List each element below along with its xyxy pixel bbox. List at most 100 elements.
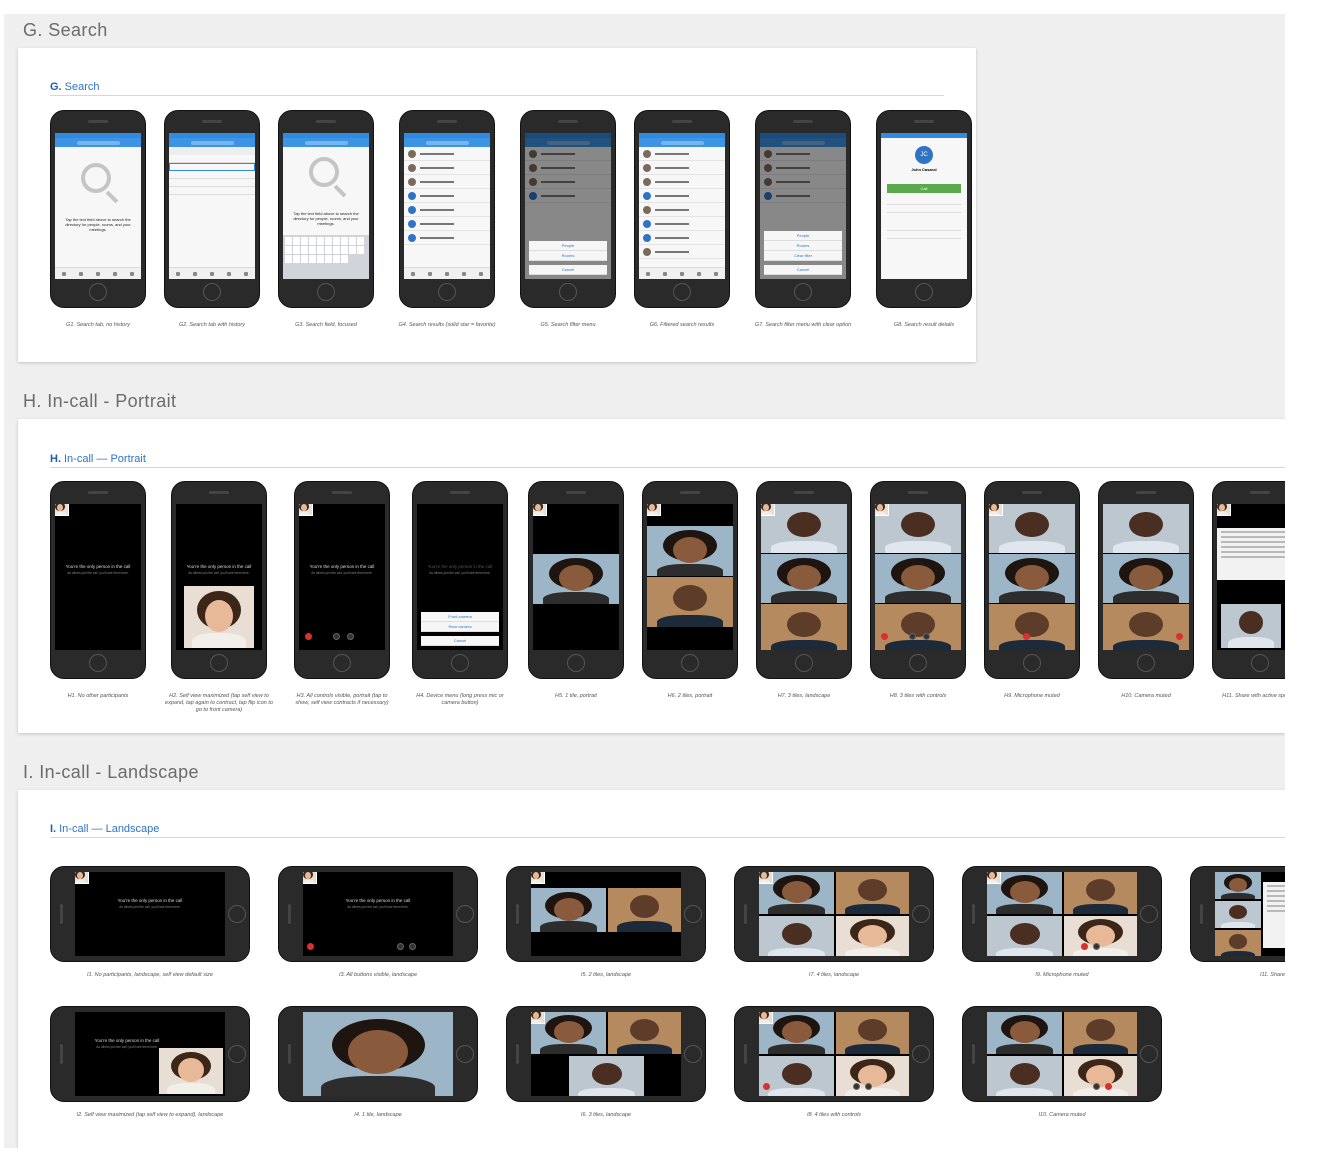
mic-button[interactable] xyxy=(853,1083,860,1090)
mic-button[interactable] xyxy=(333,633,340,640)
screen-h1[interactable]: You're the only person in the call As oth… xyxy=(50,481,146,714)
end-call-button[interactable] xyxy=(307,943,314,950)
screen-caption: H2. Self view maximized (tap self view t… xyxy=(165,693,273,713)
screen-h11[interactable]: H11. Share with active speaker xyxy=(1212,481,1285,714)
screen-caption: H10. Camera muted xyxy=(1121,693,1171,699)
screen-i2[interactable]: You're the only person in the call As oth… xyxy=(50,1006,250,1119)
search-field xyxy=(55,138,141,147)
screen-i7[interactable]: I7. 4 tiles, landscape xyxy=(734,866,934,979)
active-speaker-tile[interactable] xyxy=(1221,604,1281,648)
screen-i1[interactable]: You're the only person in the call As oth… xyxy=(50,866,250,979)
filter-clear-option[interactable]: Clear filter xyxy=(764,251,842,261)
search-icon xyxy=(309,157,339,187)
screen-i8[interactable]: I8. 4 tiles with controls xyxy=(734,1006,934,1119)
screen-h8[interactable]: H8. 3 tiles with controls xyxy=(870,481,966,714)
screen-g6[interactable]: G6. Filtered search results xyxy=(634,110,730,329)
card-divider xyxy=(50,837,1285,838)
phone-screen: People Rooms Clear filter Cancel xyxy=(760,133,846,279)
screen-i5[interactable]: I5. 2 tiles, landscape xyxy=(506,866,706,979)
phone-frame: People Rooms Cancel xyxy=(520,110,616,308)
screen-caption: G8. Search result details xyxy=(893,322,955,328)
camera-muted-button[interactable] xyxy=(1176,633,1183,640)
camera-button[interactable] xyxy=(865,1083,872,1090)
mic-button[interactable] xyxy=(397,943,404,950)
call-button[interactable]: Call xyxy=(887,184,961,193)
camera-button[interactable] xyxy=(923,633,930,640)
screen-g1[interactable]: Tap the text field above to search the d… xyxy=(50,110,146,329)
search-screens-row: Tap the text field above to search the d… xyxy=(50,110,972,329)
mic-button[interactable] xyxy=(1093,1083,1100,1090)
screen-g2[interactable]: G2. Search tab with history xyxy=(164,110,260,329)
video-tile[interactable] xyxy=(303,1012,453,1096)
self-view-thumbnail[interactable] xyxy=(55,504,69,516)
screen-i9[interactable]: I9. Microphone muted xyxy=(962,866,1162,979)
filter-people-option[interactable]: People xyxy=(529,241,607,251)
end-call-button[interactable] xyxy=(881,633,888,640)
video-tile[interactable] xyxy=(761,604,847,650)
screen-caption: H3. All controls visible, portrait (tap … xyxy=(295,693,389,706)
phone-frame: Tap the text field above to search the d… xyxy=(278,110,374,308)
screen-h10[interactable]: H10. Camera muted xyxy=(1098,481,1194,714)
filter-rooms-option[interactable]: Rooms xyxy=(764,241,842,251)
screen-caption: I1. No participants, landscape, self vie… xyxy=(87,972,213,978)
device-menu-cancel[interactable]: Cancel xyxy=(421,636,499,646)
video-tile[interactable] xyxy=(761,554,847,603)
screen-h3[interactable]: You're the only person in the call As oth… xyxy=(292,481,392,714)
tab-bar xyxy=(55,267,141,279)
screen-caption: G6. Filtered search results xyxy=(649,322,715,328)
self-view-maximized[interactable] xyxy=(159,1048,223,1094)
screen-h9[interactable]: H9. Microphone muted xyxy=(984,481,1080,714)
mic-muted-button[interactable] xyxy=(1081,943,1088,950)
screen-g4[interactable]: G4. Search results (solid star = favorit… xyxy=(392,110,502,329)
screen-i10[interactable]: I10. Camera muted xyxy=(962,1006,1162,1119)
camera-button[interactable] xyxy=(409,943,416,950)
search-icon xyxy=(81,163,111,193)
video-tile[interactable] xyxy=(647,526,733,576)
filter-action-sheet: People Rooms Clear filter Cancel xyxy=(764,231,842,275)
screen-g8[interactable]: JC John Casarol Call G8. Search result d… xyxy=(876,110,972,329)
filter-action-sheet: People Rooms Cancel xyxy=(529,241,607,275)
video-tile[interactable] xyxy=(647,577,733,627)
camera-muted-button[interactable] xyxy=(1105,1083,1112,1090)
avatar: JC xyxy=(915,146,933,164)
screen-h4[interactable]: You're the only person in the call As oth… xyxy=(410,481,510,714)
keyboard xyxy=(283,235,369,279)
self-view-thumbnail[interactable] xyxy=(299,504,313,516)
search-card: G. Search Tap the text field above to sea… xyxy=(18,48,976,362)
camera-button[interactable] xyxy=(1093,943,1100,950)
screen-h2[interactable]: You're the only person in the call As oth… xyxy=(164,481,274,714)
front-camera-option[interactable]: Front camera xyxy=(421,612,499,622)
filter-cancel-button[interactable]: Cancel xyxy=(529,265,607,275)
phone-frame: Tap the text field above to search the d… xyxy=(50,110,146,308)
end-call-button[interactable] xyxy=(763,1083,770,1090)
screen-h7[interactable]: H7. 3 tiles, landscape xyxy=(756,481,852,714)
screen-i3[interactable]: You're the only person in the call As oth… xyxy=(278,866,478,979)
filter-rooms-option[interactable]: Rooms xyxy=(529,251,607,261)
self-view-maximized[interactable] xyxy=(184,586,254,648)
screen-i6[interactable]: I6. 3 tiles, landscape xyxy=(506,1006,706,1119)
mic-muted-button[interactable] xyxy=(1023,633,1030,640)
end-call-button[interactable] xyxy=(305,633,312,640)
screen-caption: H4. Device menu (long press mic or camer… xyxy=(416,693,504,706)
screen-h6[interactable]: H6. 2 tiles, portrait xyxy=(642,481,738,714)
phone-frame xyxy=(399,110,495,308)
filter-people-option[interactable]: People xyxy=(764,231,842,241)
screen-g5[interactable]: People Rooms Cancel G5. Search filter me… xyxy=(520,110,616,329)
screen-g7[interactable]: People Rooms Clear filter Cancel G7. Sea… xyxy=(748,110,858,329)
phone-screen: People Rooms Cancel xyxy=(525,133,611,279)
video-tile[interactable] xyxy=(761,504,847,553)
screen-caption: I6. 3 tiles, landscape xyxy=(580,1112,632,1118)
screen-i11[interactable]: I11. Share w xyxy=(1190,866,1285,979)
screen-g3[interactable]: Tap the text field above to search the d… xyxy=(278,110,374,329)
landscape-row-1: You're the only person in the call As oth… xyxy=(50,866,1285,979)
screen-h5[interactable]: H5. 1 tile, portrait xyxy=(528,481,624,714)
video-tile[interactable] xyxy=(533,554,619,604)
screen-i4[interactable]: I4. 1 tile, landscape xyxy=(278,1006,478,1119)
phone-frame: People Rooms Clear filter Cancel xyxy=(755,110,851,308)
rear-camera-option[interactable]: Rear camera xyxy=(421,622,499,632)
screen-caption: I4. 1 tile, landscape xyxy=(354,1112,402,1118)
filter-cancel-button[interactable]: Cancel xyxy=(764,265,842,275)
camera-button[interactable] xyxy=(347,633,354,640)
mic-button[interactable] xyxy=(909,633,916,640)
phone-frame xyxy=(634,110,730,308)
